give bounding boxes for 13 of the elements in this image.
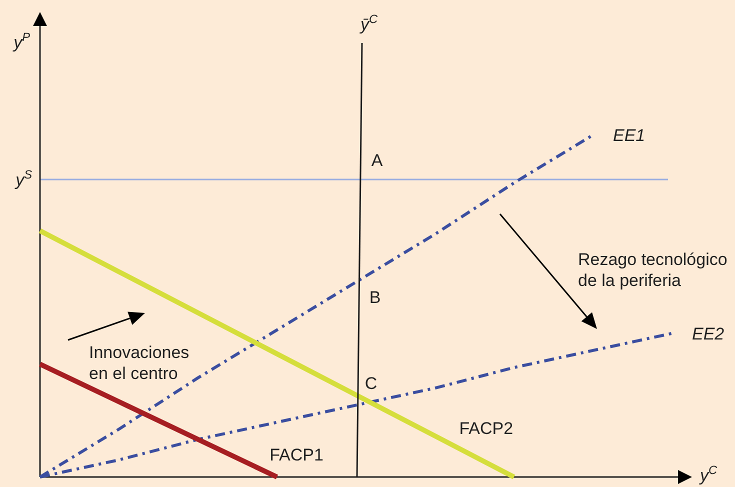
text: ȳ$^{C}$ (359, 12, 378, 34)
series-label: EE2 (692, 324, 725, 344)
annotation: B (369, 288, 381, 307)
annotation: Rezago tecnológico de la periferia (578, 250, 728, 290)
ref-line-label: y$^{S}$ (14, 167, 32, 190)
annotation: A (371, 151, 384, 170)
y-axis-title: y$^{P}$ (12, 30, 30, 52)
series-label: FACP2 (459, 418, 514, 438)
series-label: EE1 (613, 126, 646, 145)
annotation: C (364, 374, 378, 393)
annotation: Innovaciones en el centro (89, 343, 190, 383)
x-axis-title: y$^{C}$ (699, 463, 718, 485)
series-label: FACP1 (270, 445, 324, 464)
